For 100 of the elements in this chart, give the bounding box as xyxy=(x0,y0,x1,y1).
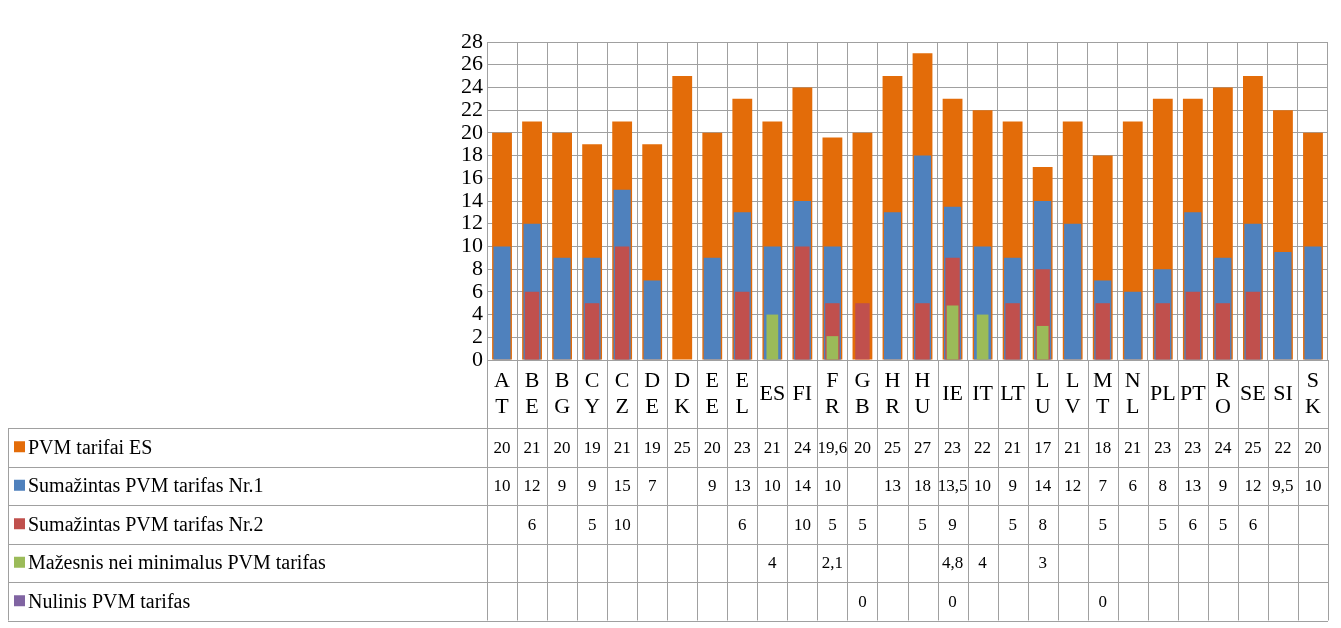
x-tick-label: FI xyxy=(792,379,813,405)
data-label: 10 xyxy=(613,514,631,534)
x-tick-label: AT xyxy=(494,366,511,418)
data-label: 4 xyxy=(768,553,778,573)
x-tick-label: HU xyxy=(914,366,931,418)
data-label: 24 xyxy=(1214,437,1232,457)
data-label: 6 xyxy=(527,514,537,534)
data-label: 27 xyxy=(914,437,932,457)
data-label: 9 xyxy=(948,514,957,534)
data-label: 15 xyxy=(613,476,631,496)
bar xyxy=(1304,246,1322,360)
data-label: 12 xyxy=(1064,476,1082,496)
data-label: 12 xyxy=(1244,476,1262,496)
bar xyxy=(493,246,511,360)
data-label: 10 xyxy=(493,476,511,496)
data-label: 7 xyxy=(1098,476,1108,496)
bar xyxy=(915,303,930,360)
x-tick-label: NL xyxy=(1124,366,1141,418)
bar xyxy=(1185,291,1201,360)
bar xyxy=(976,314,989,360)
x-tick-label: CY xyxy=(584,366,601,418)
data-label: 10 xyxy=(1304,476,1322,496)
bar xyxy=(1274,252,1292,360)
data-label: 20 xyxy=(853,437,871,457)
data-label: 24 xyxy=(793,437,812,457)
data-label: 9 xyxy=(587,476,597,496)
data-label: 8 xyxy=(1038,514,1047,534)
bar xyxy=(1155,303,1171,360)
y-tick-label: 28 xyxy=(461,27,483,53)
x-tick-label: GB xyxy=(854,366,871,418)
x-tick-label: DK xyxy=(674,366,691,418)
x-tick-label: RO xyxy=(1214,366,1231,418)
bar xyxy=(703,257,721,360)
x-tick-label: LV xyxy=(1064,366,1081,418)
bar xyxy=(1005,303,1020,360)
data-label: 22 xyxy=(1274,437,1292,457)
data-label: 18 xyxy=(1094,437,1112,457)
bar xyxy=(826,336,839,360)
data-label: 20 xyxy=(1304,437,1322,457)
data-label: 12 xyxy=(523,476,541,496)
data-label: 6 xyxy=(1248,514,1258,534)
data-label: 21 xyxy=(1064,437,1082,457)
bar xyxy=(1245,291,1261,360)
data-label: 10 xyxy=(974,476,992,496)
data-label: 19 xyxy=(643,437,661,457)
legend-label: Sumažintas PVM tarifas Nr.1 xyxy=(28,474,264,496)
data-label: 13,5 xyxy=(937,476,968,496)
data-label: 14 xyxy=(1034,476,1052,496)
data-label: 10 xyxy=(793,514,811,534)
data-label: 22 xyxy=(974,437,992,457)
x-tick-label: CZ xyxy=(614,366,630,418)
data-label: 4,8 xyxy=(941,553,964,573)
data-label: 14 xyxy=(793,476,812,496)
data-label: 5 xyxy=(828,514,837,534)
data-label: 7 xyxy=(647,476,657,496)
data-label: 23 xyxy=(733,437,751,457)
data-label: 17 xyxy=(1034,437,1052,457)
x-tick-label: SE xyxy=(1240,379,1266,405)
data-label: 10 xyxy=(763,476,781,496)
legend-label: PVM tarifai ES xyxy=(28,435,153,458)
x-tick-label: EL xyxy=(735,366,750,418)
data-label: 5 xyxy=(1008,514,1017,534)
data-label: 5 xyxy=(1158,514,1168,534)
data-label: 25 xyxy=(1244,437,1262,457)
x-tick-label: BG xyxy=(554,366,571,418)
bar xyxy=(553,257,571,360)
data-label: 19,6 xyxy=(817,437,848,457)
bar xyxy=(766,314,779,360)
x-tick-label: PL xyxy=(1149,379,1176,405)
bar xyxy=(524,291,540,360)
bar xyxy=(1124,291,1142,360)
bar xyxy=(1036,325,1049,360)
data-label: 6 xyxy=(1188,514,1198,534)
y-tick-label: 20 xyxy=(461,118,483,144)
data-label: 5 xyxy=(587,514,597,534)
x-tick-label: IT xyxy=(972,379,994,405)
data-label: 9 xyxy=(1008,476,1017,496)
bar xyxy=(584,303,600,360)
x-tick-label: ES xyxy=(759,379,786,405)
data-label: 20 xyxy=(553,437,571,457)
x-tick-label: IE xyxy=(942,379,963,405)
data-label: 8 xyxy=(1158,476,1168,496)
legend-label: Nulinis PVM tarifas xyxy=(28,589,191,612)
data-label: 5 xyxy=(858,514,867,534)
y-tick-label: 18 xyxy=(461,141,483,167)
data-label: 23 xyxy=(1154,437,1172,457)
x-tick-label: SI xyxy=(1273,379,1293,405)
data-label: 5 xyxy=(918,514,927,534)
data-label: 20 xyxy=(703,437,721,457)
x-tick-label: LU xyxy=(1034,366,1051,418)
data-label: 21 xyxy=(523,437,541,457)
bar xyxy=(946,305,959,360)
bar xyxy=(795,246,810,360)
x-tick-label: DE xyxy=(644,366,661,418)
data-label: 25 xyxy=(883,437,901,457)
data-label: 13 xyxy=(883,476,901,496)
data-label: 3 xyxy=(1038,553,1047,573)
x-tick-label: FR xyxy=(825,366,841,418)
data-label: 5 xyxy=(1218,514,1228,534)
data-label: 19 xyxy=(583,437,601,457)
